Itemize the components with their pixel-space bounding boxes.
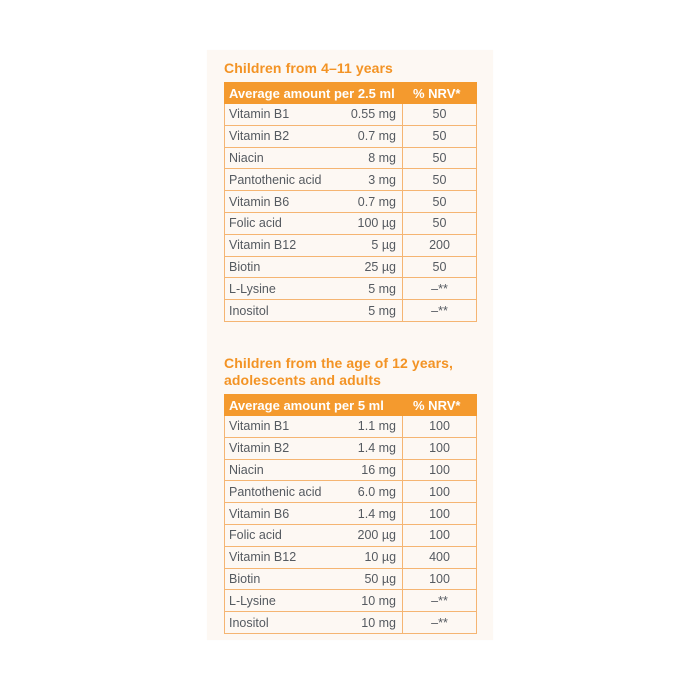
table-row: Niacin 16 mg 100 [224,458,478,482]
table-row: Vitamin B12 5 µg 200 [224,233,477,257]
nutrient-amount: 50 µg [330,567,404,591]
nutrient-nrv: 50 [402,190,477,213]
nutrient-name: Vitamin B6 [224,190,331,213]
section-heading: Children from the age of 12 years, adole… [224,355,476,389]
nutrient-name: Biotin [224,567,331,591]
header-nrv: % NRV* [402,82,477,104]
nutrient-name: Pantothenic acid [224,168,331,192]
table-row: L-Lysine 10 mg –** [224,589,478,613]
nutrient-amount: 100 µg [330,211,403,235]
nutrient-nrv: 100 [402,415,478,438]
section-heading: Children from 4–11 years [224,60,476,77]
nutrient-amount: 1.1 mg [330,415,404,438]
nutrient-name: Inositol [224,299,331,322]
nutrient-amount: 5 mg [330,277,403,301]
heading-line: Children from 4–11 years [224,60,393,76]
nutrient-name: Vitamin B2 [224,436,331,460]
nutrient-name: Vitamin B12 [224,233,331,257]
nutrient-name: Vitamin B2 [224,124,331,148]
table-row: Biotin 50 µg 100 [224,567,478,591]
table-row: Pantothenic acid 6.0 mg 100 [224,480,478,504]
nutrient-amount: 10 mg [330,611,404,634]
nutrient-name: Pantothenic acid [224,480,331,504]
table-row: Niacin 8 mg 50 [224,146,477,170]
table-row: L-Lysine 5 mg –** [224,277,477,301]
nutrient-name: Vitamin B6 [224,502,331,525]
nutrient-amount: 10 mg [330,589,404,613]
table-row: Biotin 25 µg 50 [224,255,477,279]
nutrient-name: L-Lysine [224,589,331,613]
table-row: Inositol 5 mg –** [224,299,477,322]
nutrient-nrv: 100 [402,436,478,460]
section-age-12-adults: Children from the age of 12 years, adole… [223,355,478,634]
table-header-row: Average amount per 5 ml % NRV* [223,394,478,416]
nutrient-nrv: –** [402,299,477,322]
nutrient-name: Vitamin B1 [224,103,331,126]
heading-line: Children from the age of 12 years, [224,355,454,371]
table-row: Folic acid 200 µg 100 [224,523,478,547]
nutrient-amount: 200 µg [330,523,404,547]
nutrient-amount: 0.7 mg [330,124,403,148]
nutrition-table: Average amount per 5 ml % NRV* Vitamin B… [223,394,478,634]
nutrient-name: Folic acid [224,523,331,547]
nutrient-amount: 0.55 mg [330,103,403,126]
nutrient-amount: 1.4 mg [330,436,404,460]
table-row: Vitamin B12 10 µg 400 [224,545,478,569]
table-row: Vitamin B2 0.7 mg 50 [224,124,477,148]
nutrient-name: L-Lysine [224,277,331,301]
nutrient-amount: 16 mg [330,458,404,482]
nutrient-name: Vitamin B1 [224,415,331,438]
table-row: Vitamin B6 1.4 mg 100 [224,502,478,525]
table-body: Vitamin B1 1.1 mg 100 Vitamin B2 1.4 mg 100 Ni… [224,415,478,634]
nutrient-name: Inositol [224,611,331,634]
nutrition-panel: Children from 4–11 years Average amount … [207,50,493,640]
nutrient-amount: 1.4 mg [330,502,404,525]
table-row: Vitamin B1 1.1 mg 100 [224,415,478,438]
nutrient-amount: 5 µg [330,233,403,257]
nutrient-nrv: 50 [402,124,477,148]
table-body: Vitamin B1 0.55 mg 50 Vitamin B2 0.7 mg 50 Nia… [224,103,477,322]
nutrient-nrv: 100 [402,567,478,591]
header-amount: Average amount per 5 ml [223,394,404,416]
nutrient-name: Niacin [224,458,331,482]
nutrient-name: Niacin [224,146,331,170]
nutrient-name: Folic acid [224,211,331,235]
nutrient-nrv: –** [402,277,477,301]
nutrient-amount: 25 µg [330,255,403,279]
nutrient-nrv: 50 [402,211,477,235]
nutrient-amount: 8 mg [330,146,403,170]
nutrient-nrv: 100 [402,458,478,482]
nutrient-amount: 5 mg [330,299,403,322]
nutrient-name: Biotin [224,255,331,279]
nutrient-nrv: 50 [402,168,477,192]
nutrient-nrv: –** [402,611,478,634]
header-nrv: % NRV* [402,394,478,416]
nutrient-amount: 6.0 mg [330,480,404,504]
table-row: Inositol 10 mg –** [224,611,478,634]
heading-line: adolescents and adults [224,372,382,388]
nutrient-nrv: 50 [402,146,477,170]
nutrient-amount: 10 µg [330,545,404,569]
table-row: Vitamin B2 1.4 mg 100 [224,436,478,460]
nutrient-amount: 3 mg [330,168,403,192]
nutrient-nrv: 50 [402,103,477,126]
nutrient-name: Vitamin B12 [224,545,331,569]
nutrient-nrv: –** [402,589,478,613]
nutrient-nrv: 400 [402,545,478,569]
table-header-row: Average amount per 2.5 ml % NRV* [224,82,477,104]
nutrient-nrv: 200 [402,233,477,257]
table-row: Vitamin B6 0.7 mg 50 [224,190,477,213]
section-children-4-11: Children from 4–11 years Average amount … [224,60,477,322]
table-row: Folic acid 100 µg 50 [224,211,477,235]
nutrient-nrv: 50 [402,255,477,279]
nutrient-nrv: 100 [402,502,478,525]
nutrition-table: Average amount per 2.5 ml % NRV* Vitamin… [224,82,477,322]
nutrient-nrv: 100 [402,480,478,504]
table-row: Vitamin B1 0.55 mg 50 [224,103,477,126]
nutrient-amount: 0.7 mg [330,190,403,213]
nutrient-nrv: 100 [402,523,478,547]
header-amount: Average amount per 2.5 ml [224,82,403,104]
table-row: Pantothenic acid 3 mg 50 [224,168,477,192]
